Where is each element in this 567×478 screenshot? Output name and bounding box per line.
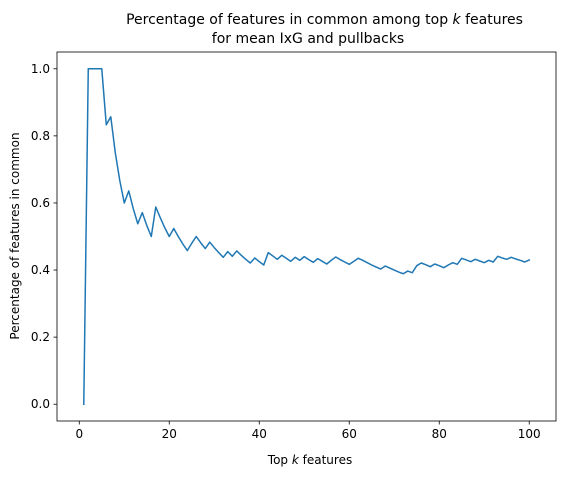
x-tick-label: 80	[432, 427, 447, 441]
y-tick-label: 0.6	[31, 196, 50, 210]
x-axis-label: Top k features	[267, 453, 352, 467]
y-tick-label: 0.4	[31, 263, 50, 277]
x-tick-label: 40	[252, 427, 267, 441]
series-line	[83, 68, 531, 405]
x-tick-label: 100	[518, 427, 541, 441]
y-axis-label: Percentage of features in common	[8, 132, 22, 339]
y-tick-label: 0.2	[31, 330, 50, 344]
axes-frame	[56, 51, 557, 422]
chart-title: Percentage of features in common among t…	[126, 12, 523, 47]
x-axis-ticks: 0 20 40 60 80 100	[75, 421, 541, 441]
y-tick-label: 1.0	[31, 62, 50, 76]
chart-title-line1: Percentage of features in common among t…	[126, 12, 523, 28]
x-tick-label: 20	[162, 427, 177, 441]
y-tick-label: 0.8	[31, 129, 50, 143]
y-tick-label: 0.0	[31, 397, 50, 411]
x-tick-label: 0	[75, 427, 83, 441]
x-tick-label: 60	[342, 427, 357, 441]
chart-title-line2: for mean IxG and pullbacks	[212, 31, 404, 47]
plot-area	[56, 51, 557, 422]
y-axis-ticks: 0.0 0.2 0.4 0.6 0.8 1.0	[31, 62, 57, 411]
